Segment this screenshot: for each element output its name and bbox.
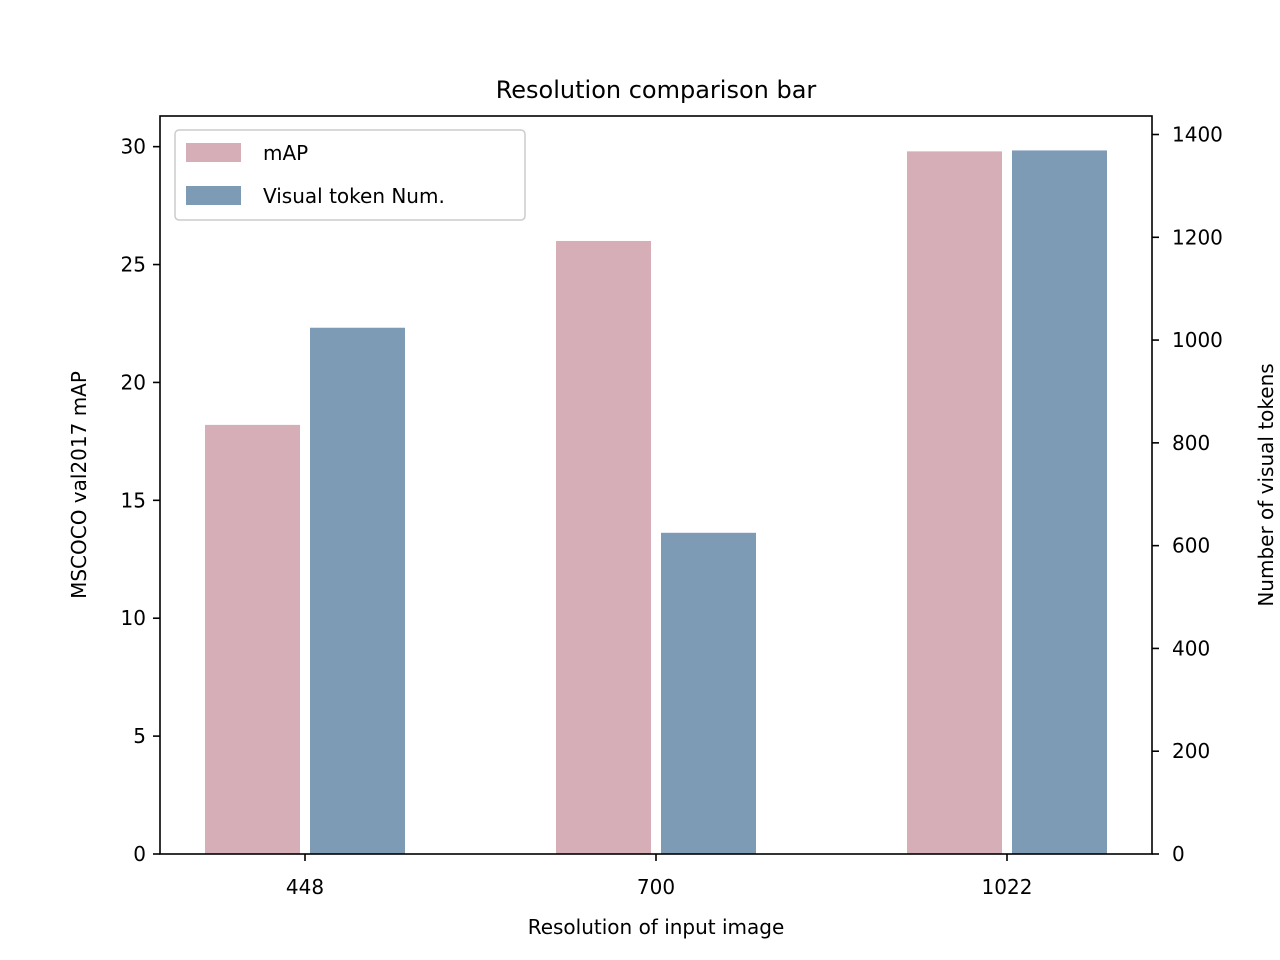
right-tick-label: 1200 <box>1172 225 1223 249</box>
left-tick-label: 25 <box>121 253 146 277</box>
x-axis-label: Resolution of input image <box>528 915 785 939</box>
right-y-axis-label: Number of visual tokens <box>1254 363 1278 606</box>
bar-map-700 <box>556 240 651 855</box>
bar-visual-token-num-1022 <box>1012 150 1107 854</box>
legend-swatch-map <box>186 143 241 162</box>
legend-label-visual-tokens: Visual token Num. <box>263 184 445 208</box>
right-tick-label: 0 <box>1172 842 1185 866</box>
left-tick-label: 0 <box>133 842 146 866</box>
right-tick-label: 1400 <box>1172 123 1223 147</box>
left-tick-label: 10 <box>121 606 146 630</box>
right-tick-label: 1000 <box>1172 328 1223 352</box>
right-tick-label: 800 <box>1172 431 1210 455</box>
x-tick-label: 1022 <box>982 875 1033 899</box>
legend-box <box>174 129 526 221</box>
legend-swatch-visual-tokens <box>186 186 241 205</box>
right-y-axis: 0 200 400 600 800 1000 1200 1400 <box>1152 123 1223 866</box>
left-tick-label: 20 <box>121 370 146 394</box>
left-y-axis: 0 5 10 15 20 25 30 <box>121 135 160 866</box>
left-tick-label: 5 <box>133 724 146 748</box>
chart-title: Resolution comparison bar <box>496 76 817 104</box>
x-axis: 448 700 1022 <box>286 854 1033 899</box>
left-y-axis-label: MSCOCO val2017 mAP <box>67 371 91 599</box>
bar-map-1022 <box>907 151 1002 854</box>
bar-visual-token-num-448 <box>310 327 405 854</box>
left-tick-label: 15 <box>121 488 146 512</box>
plot-frame <box>159 115 1153 855</box>
left-tick-label: 30 <box>121 135 146 159</box>
bar-visual-token-num-700 <box>661 532 756 854</box>
right-tick-label: 400 <box>1172 636 1210 660</box>
x-tick-label: 700 <box>637 875 675 899</box>
bars-layer <box>205 150 1107 855</box>
right-tick-label: 200 <box>1172 739 1210 763</box>
right-tick-label: 600 <box>1172 534 1210 558</box>
legend-label-map: mAP <box>263 141 308 165</box>
x-tick-label: 448 <box>286 875 324 899</box>
bar-map-448 <box>205 424 300 854</box>
legend: mAP Visual token Num. <box>174 129 526 221</box>
